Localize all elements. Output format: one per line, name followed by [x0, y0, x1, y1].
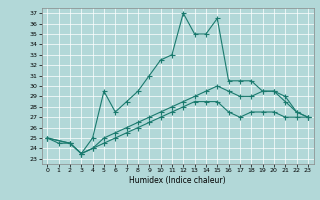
- X-axis label: Humidex (Indice chaleur): Humidex (Indice chaleur): [129, 176, 226, 185]
